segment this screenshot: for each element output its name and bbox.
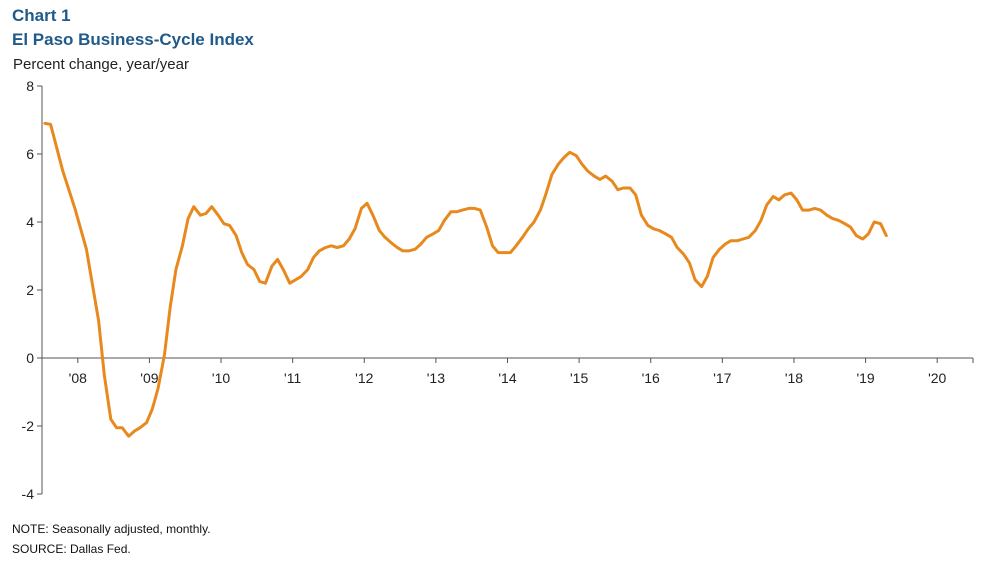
x-tick-label: '15 (570, 370, 588, 386)
y-tick-label: 4 (26, 214, 34, 230)
chart-title: El Paso Business-Cycle Index (12, 30, 254, 49)
x-tick-label: '20 (928, 370, 946, 386)
note-text: NOTE: Seasonally adjusted, monthly. (12, 522, 211, 536)
x-tick-label: '16 (642, 370, 660, 386)
y-tick-label: 6 (26, 146, 34, 162)
x-tick-label: '11 (284, 370, 301, 386)
y-tick-label: 0 (26, 350, 34, 366)
y-axis: -4 -2 0 2 4 6 8 (22, 78, 43, 502)
x-tick-label: '13 (427, 370, 445, 386)
x-tick-label: '10 (212, 370, 230, 386)
x-tick-label: '09 (140, 370, 158, 386)
chart-label: Chart 1 (12, 6, 71, 25)
x-tick-label: '14 (498, 370, 516, 386)
y-tick-label: -4 (22, 486, 35, 502)
x-tick-label: '17 (713, 370, 731, 386)
y-tick-label: -2 (22, 418, 35, 434)
y-axis-label: Percent change, year/year (13, 56, 189, 73)
y-tick-label: 2 (26, 282, 34, 298)
y-tick-label: 8 (26, 78, 34, 94)
source-text: SOURCE: Dallas Fed. (12, 542, 131, 556)
x-tick-label: '19 (856, 370, 874, 386)
x-axis: '08 '09 '10 '11 '12 '13 '14 '15 '16 '17 '18 '19 '20 (42, 357, 974, 386)
x-tick-label: '08 (69, 370, 87, 386)
x-tick-label: '12 (355, 370, 373, 386)
series-group (43, 121, 888, 438)
series-line (43, 121, 888, 438)
x-tick-label: '18 (785, 370, 803, 386)
